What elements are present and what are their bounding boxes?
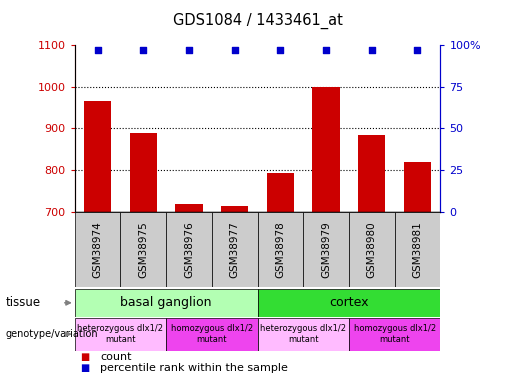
Bar [75, 212, 121, 287]
Bar [312, 87, 340, 212]
Bar [212, 212, 258, 287]
Bar [166, 212, 212, 287]
Bar [404, 162, 431, 212]
Bar [166, 318, 258, 351]
Point [414, 47, 422, 53]
Text: ■: ■ [80, 352, 89, 362]
Point [368, 47, 376, 53]
Bar [75, 289, 258, 317]
Bar [221, 206, 248, 212]
Bar [258, 212, 303, 287]
Bar [121, 212, 166, 287]
Text: heterozygous dlx1/2
mutant: heterozygous dlx1/2 mutant [260, 324, 346, 344]
Point [93, 47, 101, 53]
Text: basal ganglion: basal ganglion [121, 296, 212, 309]
Bar [303, 212, 349, 287]
Point [322, 47, 330, 53]
Point [231, 47, 239, 53]
Bar [358, 135, 385, 212]
Text: homozygous dlx1/2
mutant: homozygous dlx1/2 mutant [171, 324, 253, 344]
Point [276, 47, 284, 53]
Text: GSM38974: GSM38974 [93, 221, 102, 278]
Text: heterozygous dlx1/2
mutant: heterozygous dlx1/2 mutant [77, 324, 163, 344]
Text: GSM38975: GSM38975 [138, 221, 148, 278]
Text: percentile rank within the sample: percentile rank within the sample [100, 363, 288, 373]
Text: homozygous dlx1/2
mutant: homozygous dlx1/2 mutant [354, 324, 436, 344]
Text: GSM38978: GSM38978 [276, 221, 285, 278]
Bar [75, 318, 166, 351]
Text: GSM38980: GSM38980 [367, 221, 377, 278]
Bar [394, 212, 440, 287]
Bar [84, 101, 111, 212]
Bar [129, 134, 157, 212]
Text: count: count [100, 352, 132, 362]
Bar [349, 212, 394, 287]
Text: GSM38979: GSM38979 [321, 221, 331, 278]
Point [139, 47, 147, 53]
Bar [258, 289, 440, 317]
Text: ■: ■ [80, 363, 89, 373]
Text: GSM38977: GSM38977 [230, 221, 239, 278]
Text: GSM38981: GSM38981 [413, 221, 422, 278]
Text: cortex: cortex [329, 296, 369, 309]
Bar [175, 204, 202, 212]
Bar [267, 173, 294, 212]
Text: tissue: tissue [5, 296, 40, 309]
Text: GSM38976: GSM38976 [184, 221, 194, 278]
Text: genotype/variation: genotype/variation [5, 329, 98, 339]
Point [185, 47, 193, 53]
Bar [258, 318, 349, 351]
Bar [349, 318, 440, 351]
Text: GDS1084 / 1433461_at: GDS1084 / 1433461_at [173, 13, 342, 29]
